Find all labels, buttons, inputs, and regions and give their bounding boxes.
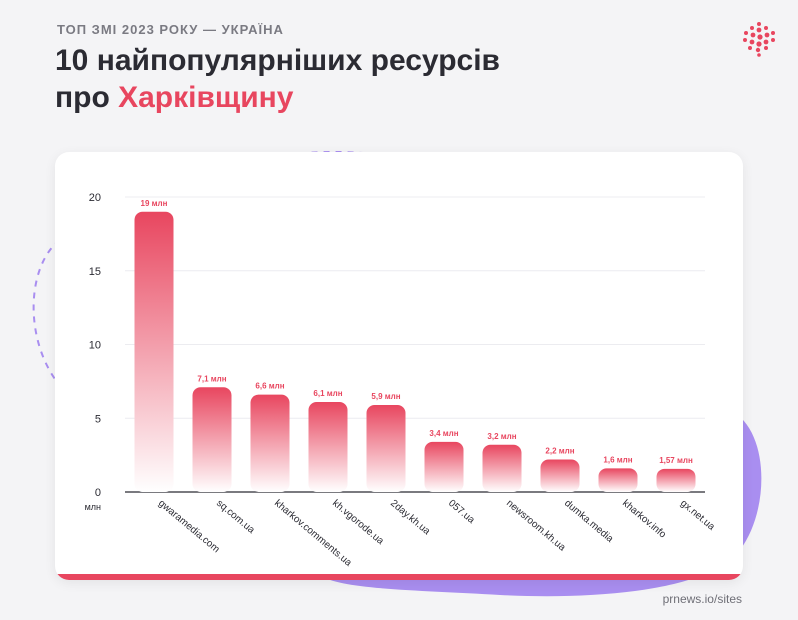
bar <box>134 211 174 492</box>
y-tick-label: 15 <box>89 266 101 278</box>
page-title: 10 найпопулярніших ресурсів про Харківщи… <box>55 42 500 116</box>
card-accent-bar <box>55 574 743 580</box>
data-label: 1,57 млн <box>659 456 693 465</box>
bar <box>598 468 638 492</box>
y-tick-label: 5 <box>95 413 101 425</box>
data-label: 3,2 млн <box>487 432 516 441</box>
bar <box>250 394 290 492</box>
title-line-1: 10 найпопулярніших ресурсів <box>55 44 500 77</box>
bar <box>482 444 522 492</box>
bar <box>424 441 464 492</box>
kicker: ТОП ЗМІ 2023 РОКУ — УКРАЇНА <box>57 22 284 37</box>
x-tick-label: newsroom.kh.ua <box>504 498 568 554</box>
brand-logo-icon <box>743 22 775 57</box>
bar-chart: 0 5 10 15 20 млн 19 млн gwaramedia.com 7,1 млн sq… <box>85 192 717 569</box>
data-label: 6,6 млн <box>255 382 284 391</box>
title-accent: Харківщину <box>118 81 294 114</box>
bar <box>656 468 696 492</box>
y-tick-label: 0 <box>95 487 101 499</box>
data-label: 1,6 млн <box>603 455 632 464</box>
x-tick-label: gwaramedia.com <box>156 498 221 555</box>
y-unit-label: млн <box>85 502 101 512</box>
chart-card: 0 5 10 15 20 млн 19 млн gwaramedia.com 7,1 млн sq… <box>55 152 743 580</box>
data-label: 3,4 млн <box>429 429 458 438</box>
x-tick-label: gx.net.ua <box>678 498 717 533</box>
x-tick-label: kharkov.info <box>620 498 668 541</box>
x-tick-label: 2day.kh.ua <box>388 498 432 538</box>
data-label: 2,2 млн <box>545 447 574 456</box>
x-tick-label: dumka.media <box>562 498 615 545</box>
bar <box>192 387 232 492</box>
y-tick-label: 10 <box>89 340 101 352</box>
data-label: 6,1 млн <box>313 389 342 398</box>
y-tick-label: 20 <box>89 192 101 204</box>
title-line-2: про Харківщину <box>55 79 500 116</box>
x-tick-label: sq.com.ua <box>214 498 257 536</box>
x-tick-label: 057.ua <box>446 498 477 526</box>
source-link[interactable]: prnews.io/sites <box>662 592 742 606</box>
title-prefix: про <box>55 81 119 114</box>
data-label: 5,9 млн <box>371 392 400 401</box>
x-tick-label: kh.vgorode.ua <box>330 498 386 547</box>
bar <box>540 459 580 492</box>
data-label: 19 млн <box>141 199 168 208</box>
bar <box>366 404 406 492</box>
bar <box>308 402 348 492</box>
data-label: 7,1 млн <box>197 374 226 383</box>
